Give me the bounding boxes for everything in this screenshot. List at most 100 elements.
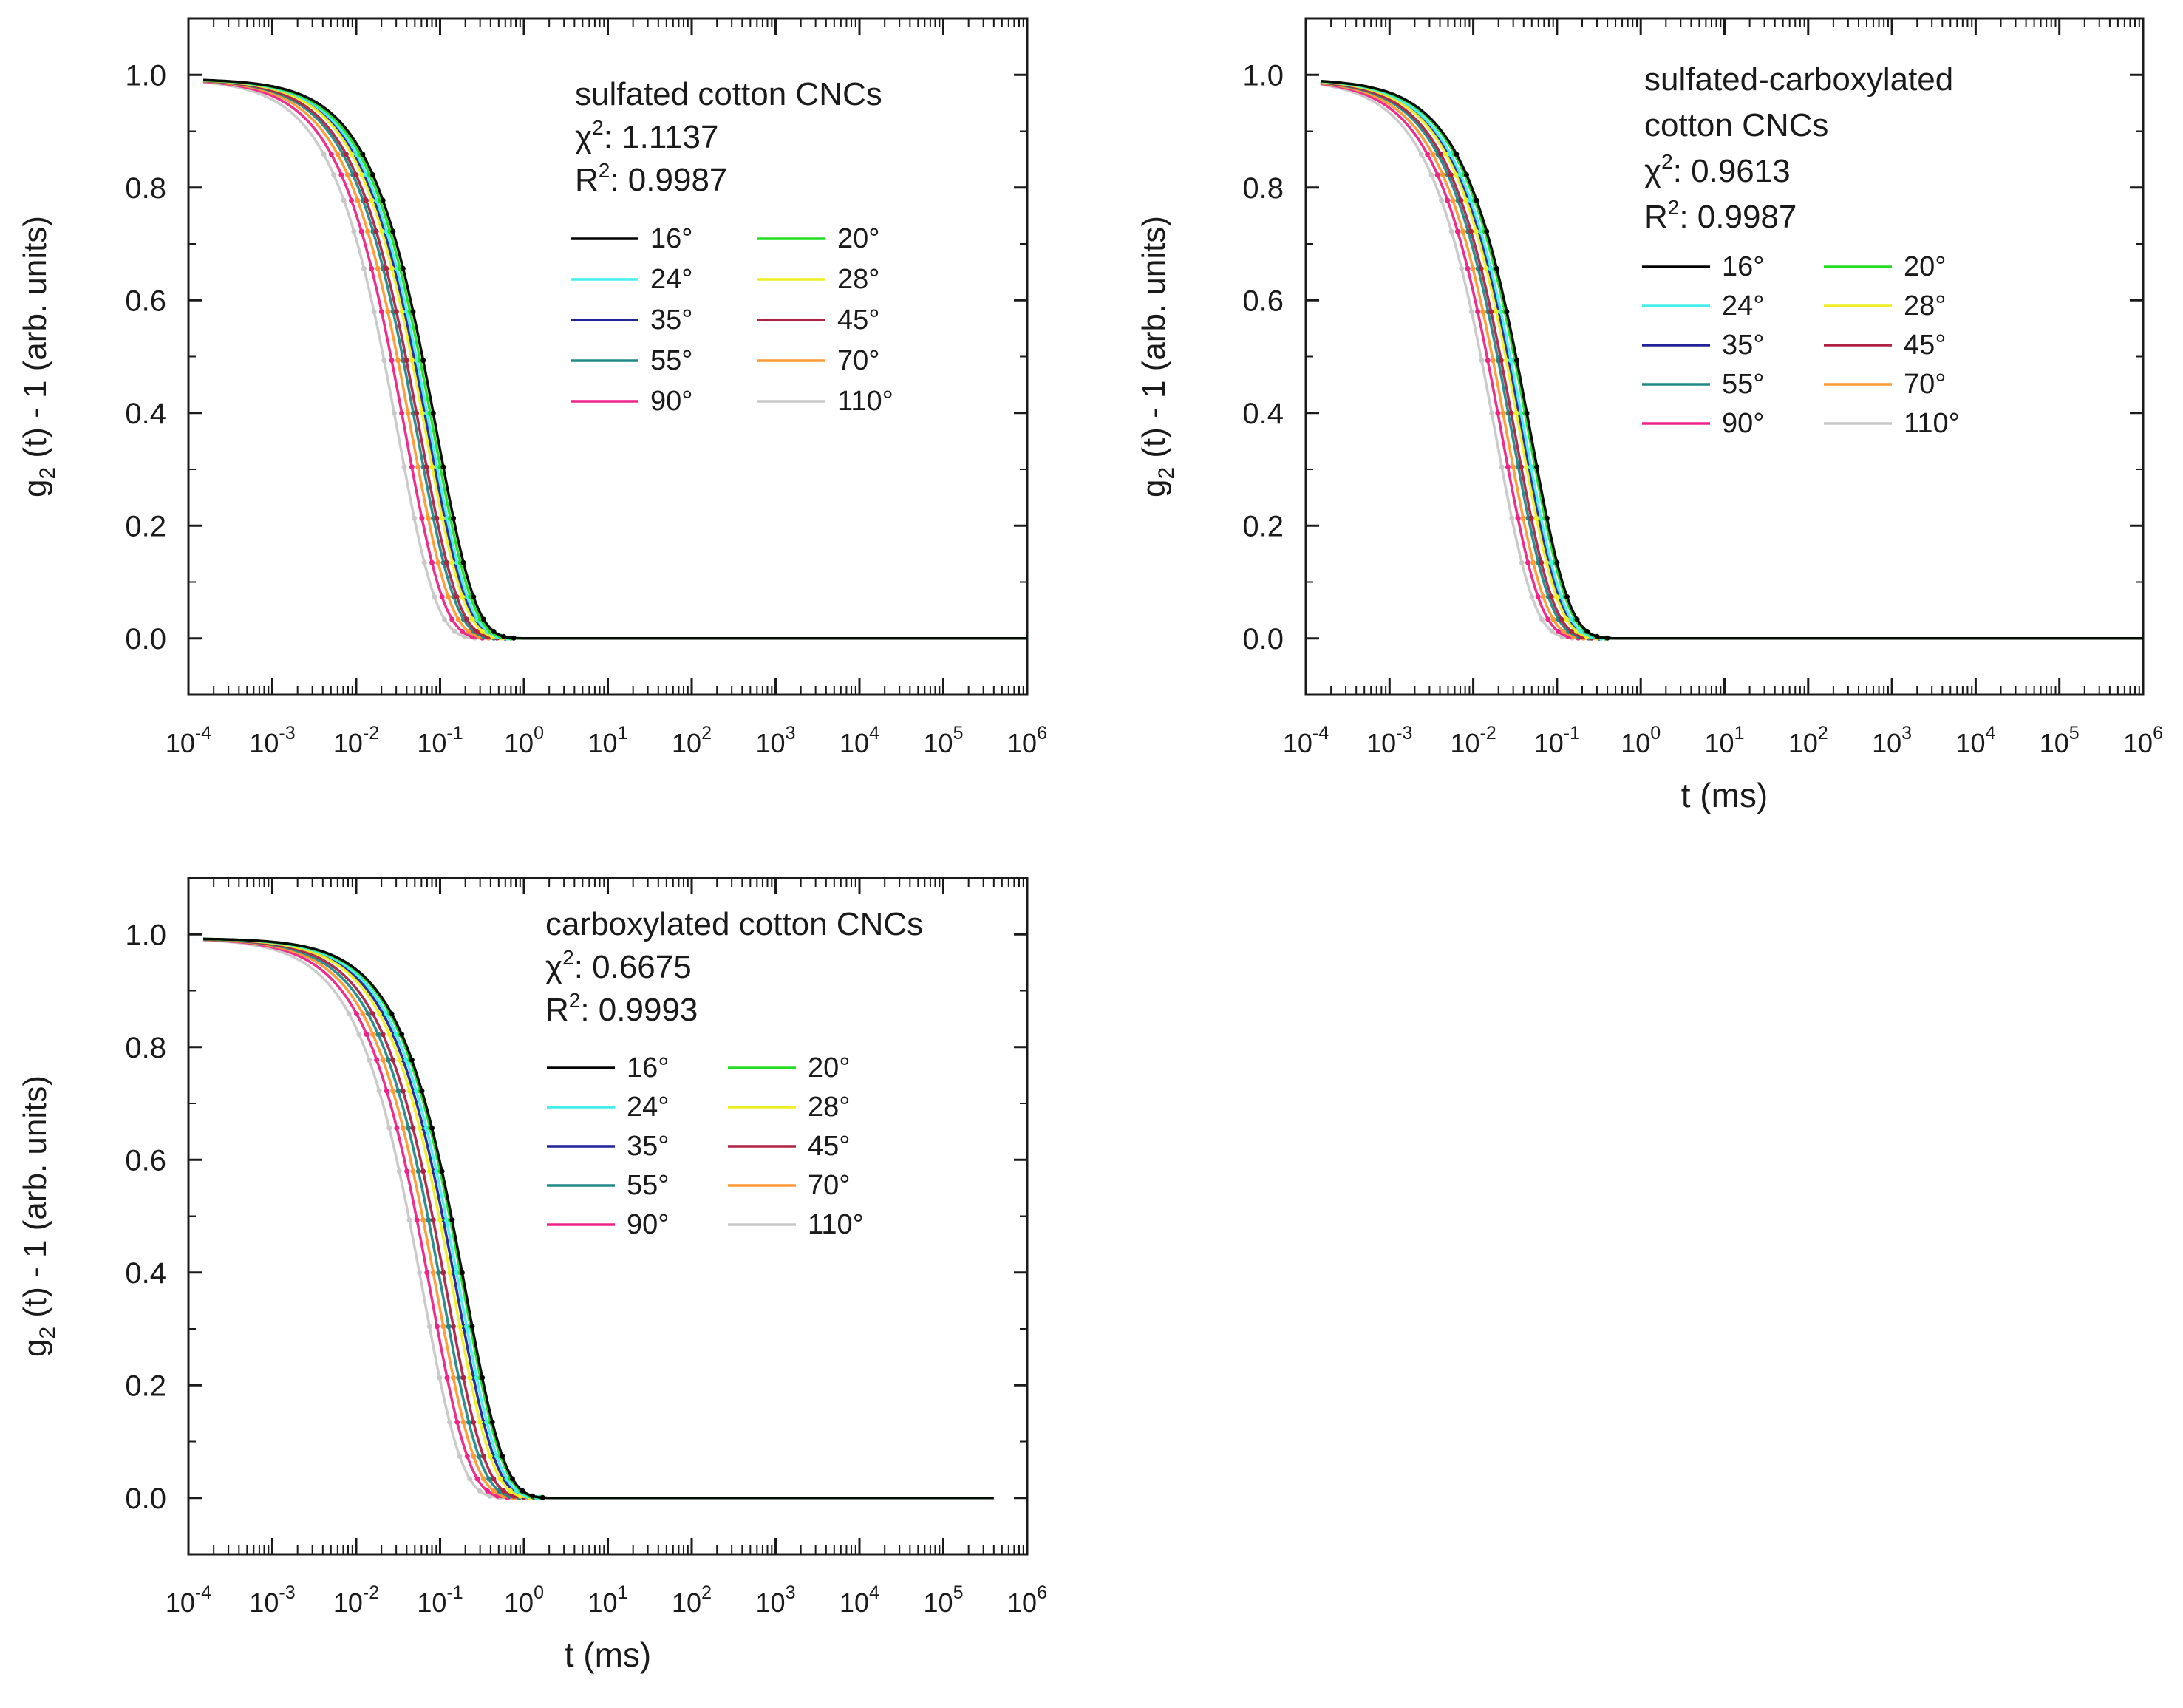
y-axis-label: g2 (t) - 1 (arb. units) <box>17 216 60 497</box>
data-point <box>1548 594 1554 599</box>
x-tick-base: 10 <box>1366 728 1396 758</box>
data-point <box>443 1217 449 1223</box>
data-point <box>484 1419 490 1425</box>
data-point <box>399 1032 405 1038</box>
data-point <box>1559 616 1564 622</box>
data-point <box>1490 358 1496 364</box>
data-point <box>1514 358 1519 364</box>
legend-label: 70° <box>837 345 879 376</box>
x-tick-exponent: 0 <box>534 723 544 744</box>
data-point <box>353 172 359 178</box>
x-tick-label: 103 <box>756 723 796 758</box>
data-point <box>494 1454 500 1459</box>
data-point <box>1508 410 1514 416</box>
data-point <box>1520 515 1526 521</box>
x-tick-label: 10-2 <box>1450 723 1496 758</box>
data-point <box>430 1270 436 1276</box>
chi-sup: 2 <box>1661 150 1673 173</box>
data-point <box>1478 265 1484 271</box>
data-point <box>454 594 460 599</box>
data-point <box>409 358 415 364</box>
data-point <box>471 1419 477 1425</box>
data-point <box>455 616 461 622</box>
x-tick-label: 104 <box>1955 723 1995 758</box>
data-point <box>1430 152 1436 157</box>
data-point <box>1564 594 1570 599</box>
r-symbol: R <box>545 992 569 1028</box>
r-squared: R2: 0.9987 <box>575 159 727 198</box>
data-point <box>1475 309 1481 315</box>
series-points-28deg <box>1443 152 1600 641</box>
data-point <box>469 616 475 622</box>
data-point <box>1450 197 1456 203</box>
data-point <box>1448 172 1454 178</box>
series-points-55deg <box>365 1011 522 1500</box>
data-point <box>1454 152 1460 157</box>
legend-label: 110° <box>1904 408 1960 439</box>
data-point <box>471 1454 477 1459</box>
data-point <box>1443 152 1449 157</box>
series-points-90deg <box>1425 152 1581 641</box>
data-point <box>354 1011 359 1017</box>
series-points-45deg <box>370 1011 527 1500</box>
series-points-70deg <box>1430 152 1587 641</box>
x-tick-label: 100 <box>504 1582 544 1618</box>
panel-title: carboxylated cotton CNCs <box>545 906 923 942</box>
data-point <box>421 559 427 565</box>
data-point <box>444 1375 450 1381</box>
x-tick-label: 102 <box>1788 723 1828 758</box>
data-point <box>460 1375 466 1381</box>
legend-label: 28° <box>837 264 879 295</box>
data-point <box>539 1494 545 1500</box>
x-tick-base: 10 <box>2123 728 2153 758</box>
r-symbol: R <box>1644 199 1668 235</box>
data-point <box>449 616 455 622</box>
chi-squared: χ2: 1.1137 <box>575 116 718 155</box>
x-tick-label: 104 <box>840 723 879 758</box>
data-point <box>403 1057 409 1063</box>
legend-label: 45° <box>1904 330 1946 361</box>
x-tick-label: 100 <box>1621 723 1661 758</box>
legend-label: 110° <box>837 386 893 417</box>
data-point <box>393 309 399 315</box>
x-tick-exponent: 2 <box>701 723 712 744</box>
data-point <box>415 1168 421 1174</box>
x-tick-base: 10 <box>417 728 446 758</box>
data-point <box>427 1168 433 1174</box>
y-label-sub: 2 <box>35 467 60 480</box>
x-tick-label: 102 <box>672 723 712 758</box>
data-point <box>403 358 409 364</box>
data-point <box>374 1057 380 1063</box>
data-point <box>424 1270 430 1276</box>
data-point <box>460 594 466 599</box>
series-line-16deg <box>202 78 1027 640</box>
data-point <box>1454 228 1460 234</box>
data-point <box>1499 464 1505 470</box>
y-label-rest: (t) - 1 (arb. units) <box>17 216 53 467</box>
x-tick-exponent: -2 <box>363 723 379 744</box>
x-tick-label: 106 <box>2123 723 2163 758</box>
legend-label: 16° <box>627 1052 669 1083</box>
data-point <box>1484 228 1490 234</box>
data-point <box>501 1488 506 1494</box>
x-tick-exponent: 1 <box>618 1582 628 1603</box>
x-tick-label: 10-4 <box>1283 723 1329 758</box>
data-point <box>419 410 425 416</box>
data-point <box>446 594 452 599</box>
y-label-sub: 2 <box>1154 467 1179 480</box>
data-point <box>364 197 369 203</box>
data-point <box>440 464 446 470</box>
x-tick-exponent: -2 <box>363 1582 379 1603</box>
series-points-110deg <box>1418 152 1575 641</box>
data-point <box>530 1493 536 1499</box>
data-point <box>1504 309 1510 315</box>
data-point <box>1440 172 1445 178</box>
data-point <box>385 309 391 315</box>
x-tick-base: 10 <box>840 728 869 758</box>
chi-value: : 0.6675 <box>574 949 692 985</box>
data-point <box>1540 594 1546 599</box>
data-point <box>406 1125 412 1131</box>
data-point <box>406 1088 412 1094</box>
data-point <box>360 1011 366 1017</box>
x-tick-base: 10 <box>1007 728 1037 758</box>
